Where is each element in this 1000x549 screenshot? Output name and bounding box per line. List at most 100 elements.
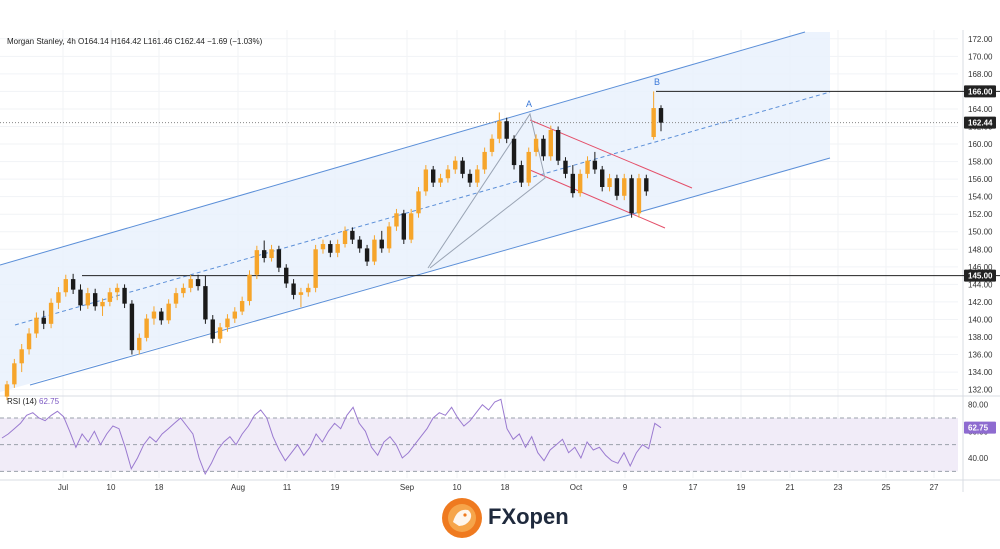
candle-body (34, 317, 39, 334)
candle (482, 147, 487, 174)
time-tick-label: Sep (400, 483, 415, 492)
time-tick-label: 27 (930, 483, 939, 492)
candle-body (658, 108, 664, 123)
candle (335, 239, 340, 258)
candle-body (600, 169, 605, 188)
time-tick-label: 10 (107, 483, 116, 492)
time-tick-label: 11 (283, 483, 292, 492)
candle (129, 300, 135, 355)
candle (247, 270, 252, 306)
candle-body (210, 319, 215, 339)
rsi-tick-label: 40.00 (968, 454, 989, 463)
candle-body (431, 169, 436, 183)
candle-body (416, 191, 421, 214)
candle (261, 240, 267, 263)
price-tick-label: 170.00 (968, 52, 993, 61)
candle-body (614, 178, 620, 196)
price-tick-label: 134.00 (968, 368, 993, 377)
time-tick-label: 19 (331, 483, 340, 492)
candle-body (577, 173, 583, 194)
price-tick-label: 172.00 (968, 35, 993, 44)
candle (85, 287, 91, 309)
candle (239, 296, 245, 316)
candle (460, 157, 465, 179)
candle-body (629, 178, 634, 214)
candle-body (504, 121, 509, 139)
candle-body (526, 151, 531, 183)
candle (313, 244, 318, 293)
candle-body (144, 318, 149, 338)
candle-body (460, 160, 465, 174)
candle (548, 125, 553, 161)
candle (453, 156, 458, 174)
candle (408, 208, 414, 244)
candle-body (585, 160, 590, 174)
candle-body (19, 349, 24, 364)
time-tick-label: Jul (58, 483, 68, 492)
rsi-badge: 62.75 (964, 421, 996, 434)
candle (438, 173, 443, 188)
candle (203, 275, 208, 324)
candle (555, 126, 561, 166)
candle (651, 91, 656, 140)
candle-body (592, 160, 598, 170)
candle-body (570, 173, 576, 194)
candle (100, 298, 105, 316)
candle (629, 174, 634, 218)
candle-body (401, 213, 407, 240)
candle (48, 298, 54, 329)
candle-body (12, 363, 17, 385)
price-tick-label: 144.00 (968, 280, 993, 289)
price-tick-label: 148.00 (968, 245, 993, 254)
candle-body (269, 249, 274, 259)
candle-body (239, 301, 245, 312)
candle-body (166, 303, 171, 321)
candle-body (372, 239, 377, 262)
candle (394, 208, 399, 231)
candle-body (122, 287, 127, 304)
candle-body (306, 287, 311, 293)
badge-145-text: 145.00 (968, 272, 993, 281)
candle (570, 165, 576, 198)
badge-current: 162.44 (964, 116, 996, 129)
candle-body (188, 279, 193, 288)
candle-body (511, 138, 517, 166)
price-tick-label: 152.00 (968, 210, 993, 219)
candle-body (195, 279, 201, 287)
candle-body (320, 244, 326, 250)
candle (320, 239, 326, 254)
candle (592, 151, 598, 174)
price-tick-label: 138.00 (968, 333, 993, 342)
time-tick-label: Aug (231, 483, 245, 492)
candle-body (41, 317, 46, 324)
candle-body (100, 301, 105, 307)
candle-body (225, 318, 230, 328)
time-tick-label: 21 (786, 483, 795, 492)
candle-body (181, 287, 186, 294)
candle (511, 135, 517, 170)
candle-body (497, 121, 502, 139)
svg-text:Morgan Stanley, 4h O164.14 H16: Morgan Stanley, 4h O164.14 H164.42 L161.… (7, 37, 263, 46)
candle (636, 173, 642, 218)
candle-body (276, 249, 282, 268)
candle (276, 245, 282, 273)
candle-body (386, 226, 392, 249)
price-tick-label: 140.00 (968, 315, 993, 324)
candle (122, 284, 127, 309)
candle-body (217, 327, 223, 339)
time-tick-label: 25 (882, 483, 891, 492)
time-tick-label: 23 (834, 483, 843, 492)
candle (423, 165, 429, 196)
candle-body (203, 286, 208, 320)
badge-166: 166.00 (964, 85, 996, 98)
candle-body (644, 178, 649, 192)
channel-lower-line (29, 157, 831, 386)
price-tick-label: 132.00 (968, 386, 993, 395)
candle-body (291, 283, 296, 295)
candle (379, 230, 384, 253)
candle (497, 112, 502, 144)
candle (291, 279, 296, 300)
candle (563, 157, 568, 179)
time-tick-label: Oct (570, 483, 583, 492)
candle (144, 314, 149, 342)
